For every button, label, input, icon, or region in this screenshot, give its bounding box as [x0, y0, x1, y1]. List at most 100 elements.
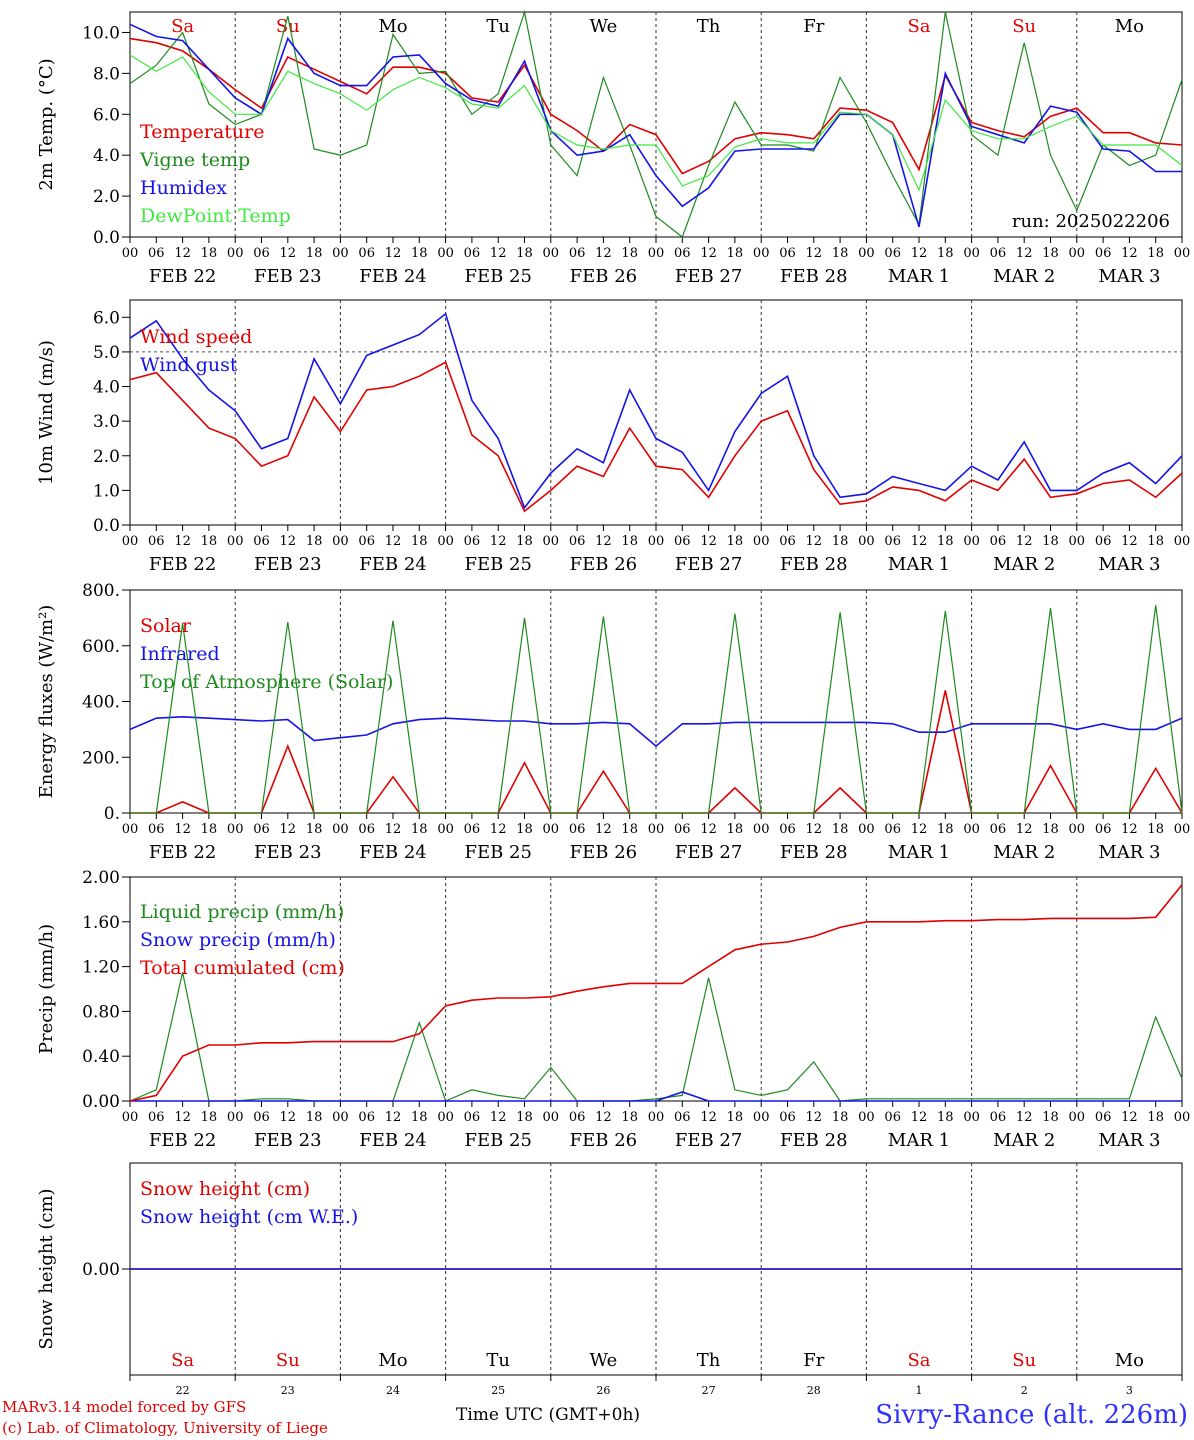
legend-entry: Solar [140, 615, 192, 637]
x-hour-label: 00 [543, 534, 560, 549]
x-hour-label: 00 [858, 246, 875, 261]
y-tick-label: 0.0 [93, 516, 120, 536]
x-hour-label: 18 [832, 822, 849, 837]
legend-entry: Liquid precip (mm/h) [140, 901, 344, 923]
weekday-label: Tu [486, 16, 510, 37]
x-hour-label: 00 [227, 534, 244, 549]
x-hour-label: 18 [1042, 1110, 1059, 1125]
x-day-number: 24 [386, 1384, 400, 1397]
x-hour-label: 18 [1042, 822, 1059, 837]
x-hour-label: 18 [621, 534, 638, 549]
x-hour-label: 12 [174, 534, 191, 549]
x-date-label: MAR 1 [888, 1130, 950, 1151]
x-hour-label: 12 [1121, 246, 1138, 261]
series-line-top-of-atmosphere-solar- [130, 605, 1183, 814]
x-hour-label: 18 [727, 822, 744, 837]
x-hour-label: 18 [1147, 1110, 1164, 1125]
x-hour-label: 00 [858, 822, 875, 837]
x-hour-label: 12 [595, 534, 612, 549]
x-hour-label: 12 [490, 822, 507, 837]
x-hour-label: 06 [148, 246, 165, 261]
x-hour-label: 12 [280, 246, 297, 261]
x-date-label: FEB 28 [780, 842, 847, 863]
y-tick-label: 8.0 [93, 64, 120, 84]
x-hour-label: 12 [806, 246, 823, 261]
x-hour-label: 12 [806, 534, 823, 549]
weekday-label: Sa [171, 16, 194, 37]
y-tick-label: 1.0 [93, 481, 120, 501]
x-hour-label: 12 [280, 534, 297, 549]
y-tick-label: 4.0 [93, 146, 120, 166]
x-hour-label: 12 [700, 1110, 717, 1125]
x-hour-label: 06 [1095, 1110, 1112, 1125]
x-date-label: FEB 27 [675, 1130, 742, 1151]
x-hour-label: 00 [753, 1110, 770, 1125]
x-date-label: FEB 22 [149, 554, 216, 575]
x-date-label: FEB 23 [254, 554, 321, 575]
y-tick-label: 0.0 [93, 228, 120, 248]
x-hour-label: 12 [911, 1110, 928, 1125]
x-hour-label: 18 [1042, 534, 1059, 549]
legend-entry: Vigne temp [139, 149, 250, 171]
x-hour-label: 00 [332, 822, 349, 837]
legend-entry: Wind gust [140, 354, 238, 376]
x-date-label: MAR 1 [888, 554, 950, 575]
y-tick-label: 5.0 [93, 343, 120, 363]
x-hour-label: 06 [569, 1110, 586, 1125]
legend-entry: Snow height (cm) [140, 1178, 310, 1200]
y-axis-label: 10m Wind (m/s) [36, 340, 57, 485]
x-hour-label: 00 [963, 534, 980, 549]
x-date-label: FEB 26 [570, 1130, 637, 1151]
x-hour-label: 06 [464, 822, 481, 837]
x-hour-label: 06 [358, 246, 375, 261]
x-hour-label: 06 [990, 1110, 1007, 1125]
x-date-label: FEB 24 [359, 266, 426, 287]
x-hour-label: 00 [227, 1110, 244, 1125]
x-hour-label: 00 [122, 534, 139, 549]
x-hour-label: 00 [753, 534, 770, 549]
x-hour-label: 12 [1121, 534, 1138, 549]
y-axis-label: Precip (mm/h) [36, 924, 57, 1054]
x-hour-label: 00 [437, 246, 454, 261]
x-hour-label: 18 [516, 822, 533, 837]
x-hour-label: 12 [280, 822, 297, 837]
y-axis-label: 2m Temp. (°C) [36, 58, 57, 190]
weekday-label: Mo [378, 1350, 407, 1371]
series-line-total-cumulated-cm- [129, 884, 1183, 1102]
x-hour-label: 00 [1069, 534, 1086, 549]
x-hour-label: 06 [884, 822, 901, 837]
x-hour-label: 12 [806, 822, 823, 837]
series-line-dewpoint-temp [129, 54, 1183, 192]
x-hour-label: 06 [674, 246, 691, 261]
x-date-label: MAR 1 [888, 266, 950, 287]
x-hour-label: 12 [1121, 822, 1138, 837]
y-tick-label: 2.00 [82, 868, 120, 888]
x-hour-label: 00 [963, 246, 980, 261]
x-day-number: 23 [281, 1384, 295, 1397]
x-hour-label: 06 [884, 1110, 901, 1125]
x-day-number: 22 [176, 1384, 190, 1397]
x-hour-label: 00 [122, 246, 139, 261]
weekday-label: Fr [803, 1350, 824, 1371]
legend-entry: Humidex [140, 177, 227, 199]
x-date-label: FEB 24 [359, 842, 426, 863]
x-hour-label: 06 [779, 1110, 796, 1125]
weekday-label: Tu [486, 1350, 510, 1371]
series-line-temperature [129, 37, 1183, 175]
y-tick-label: 6.0 [93, 105, 120, 125]
x-hour-label: 00 [437, 822, 454, 837]
x-hour-label: 06 [1095, 822, 1112, 837]
x-hour-label: 12 [1016, 534, 1033, 549]
y-tick-label: 0.80 [82, 1002, 120, 1022]
y-tick-label: 2.0 [93, 187, 120, 207]
x-date-label: FEB 22 [149, 266, 216, 287]
x-day-number: 28 [807, 1384, 821, 1397]
x-hour-label: 12 [385, 822, 402, 837]
weekday-label: We [590, 16, 618, 37]
x-hour-label: 18 [832, 534, 849, 549]
x-hour-label: 18 [306, 822, 323, 837]
x-hour-label: 06 [779, 534, 796, 549]
weekday-label: Mo [1115, 1350, 1144, 1371]
x-date-label: MAR 1 [888, 842, 950, 863]
